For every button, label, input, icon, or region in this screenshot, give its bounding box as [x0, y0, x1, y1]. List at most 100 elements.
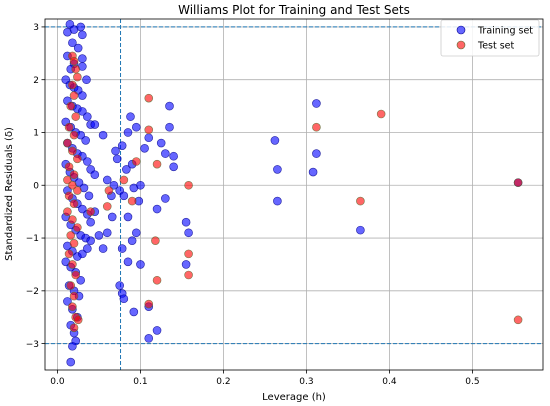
test-point [69, 239, 79, 248]
legend-label-test: Test set [477, 41, 515, 52]
training-point [115, 281, 124, 290]
training-point [119, 294, 129, 304]
legend-marker-training [456, 25, 466, 35]
training-point [81, 136, 90, 145]
y-tick-label: 0 [33, 181, 39, 191]
test-point [64, 162, 74, 172]
test-point [68, 260, 77, 269]
test-point [63, 138, 72, 148]
training-point [123, 212, 133, 222]
test-point [73, 186, 82, 195]
training-point [273, 196, 282, 206]
y-axis-ticks: −3 −2 −1 0 1 2 3 [26, 23, 45, 350]
test-point [71, 112, 81, 121]
legend: Training set Test set [440, 19, 540, 57]
training-point [76, 275, 85, 285]
y-tick-label: −2 [26, 287, 39, 297]
test-point [144, 125, 154, 135]
training-point [78, 204, 87, 214]
training-point [78, 54, 87, 63]
training-point [86, 217, 95, 227]
training-point [117, 244, 127, 253]
test-point [64, 249, 74, 259]
test-point [73, 72, 82, 82]
x-axis-title: Leverage (h) [262, 392, 326, 403]
training-point [63, 297, 72, 306]
training-point [68, 38, 77, 48]
training-point [161, 194, 170, 203]
training-point [90, 120, 100, 129]
training-point [78, 91, 87, 100]
test-point [356, 196, 365, 206]
legend-box [440, 19, 540, 57]
training-point [270, 136, 280, 145]
training-point [109, 180, 119, 190]
test-point [144, 299, 154, 309]
training-point [76, 22, 85, 32]
test-point [68, 302, 77, 311]
test-point [68, 180, 77, 190]
training-point [165, 122, 174, 132]
training-point [169, 162, 178, 172]
training-point [144, 334, 154, 343]
training-point [165, 101, 174, 111]
training-point [84, 191, 94, 201]
training-point [132, 122, 141, 132]
training-point [83, 112, 92, 121]
y-tick-label: 1 [33, 129, 39, 139]
test-point [68, 80, 77, 90]
training-point [90, 170, 100, 180]
y-tick-label: −3 [26, 340, 39, 350]
training-point [129, 307, 139, 317]
legend-marker-test [456, 40, 466, 50]
y-tick-label: 2 [33, 76, 39, 86]
test-point [68, 215, 77, 224]
training-point [107, 212, 117, 222]
test-point [152, 159, 162, 169]
training-point [169, 151, 178, 161]
training-point [308, 167, 318, 177]
test-point [69, 170, 79, 180]
test-set-points [63, 51, 523, 333]
test-point [69, 291, 79, 301]
test-point [73, 154, 82, 164]
training-point [102, 228, 112, 238]
test-point [69, 56, 79, 66]
test-point [71, 270, 81, 280]
training-point [82, 75, 91, 84]
training-point [123, 257, 133, 267]
test-point [63, 207, 72, 216]
training-point [68, 341, 77, 351]
x-axis-ticks: 0.0 0.1 0.2 0.3 0.4 0.5 [50, 370, 480, 387]
test-point [376, 109, 386, 119]
x-tick-label: 0.4 [382, 377, 397, 387]
training-point [83, 157, 92, 166]
training-point [86, 236, 95, 245]
test-point [69, 130, 79, 140]
test-point [513, 178, 523, 187]
training-point [312, 149, 321, 158]
training-point [112, 154, 122, 164]
training-point [161, 149, 170, 158]
test-point [184, 270, 193, 280]
training-point [126, 112, 135, 121]
x-tick-label: 0.0 [50, 377, 65, 387]
training-point [98, 244, 108, 253]
test-point [73, 315, 83, 325]
training-point [73, 43, 83, 53]
test-point [144, 93, 154, 103]
training-point [102, 175, 112, 185]
training-point [94, 231, 104, 240]
y-tick-label: −1 [26, 234, 39, 244]
training-point [356, 225, 365, 235]
y-axis-title: Standardized Residuals (δ) [4, 127, 15, 261]
x-tick-label: 0.3 [299, 377, 313, 387]
training-set-points [61, 19, 523, 367]
test-point [64, 191, 74, 201]
test-point [151, 236, 160, 245]
test-point [119, 175, 129, 185]
training-point [181, 260, 191, 269]
training-point [273, 165, 282, 174]
test-point [184, 180, 193, 190]
